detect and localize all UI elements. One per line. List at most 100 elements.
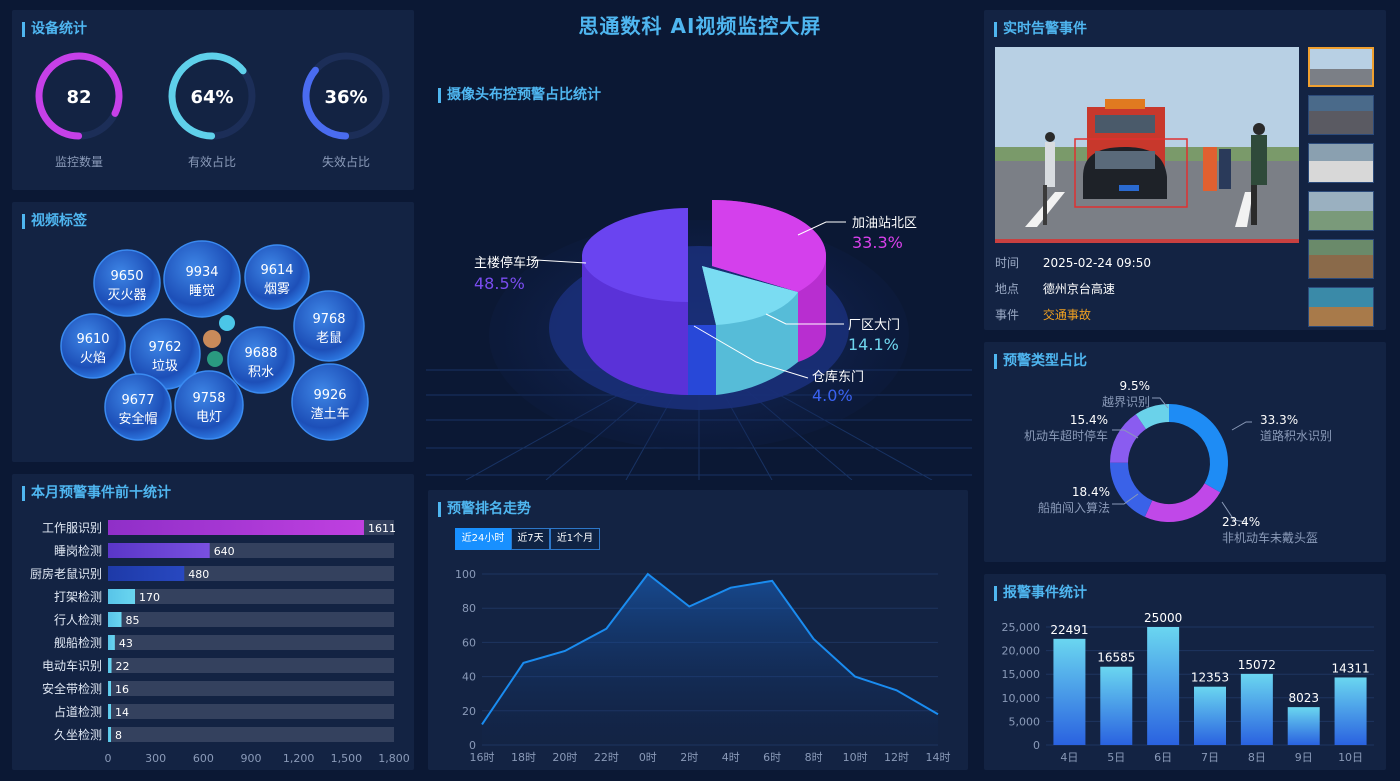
donut-name-park: 机动车超时停车	[1024, 428, 1108, 443]
donut-name-helmet: 非机动车未戴头盔	[1222, 530, 1318, 545]
tag-count: 9934	[185, 265, 218, 280]
x-tick-label: 600	[193, 752, 214, 765]
alert-thumb-5[interactable]	[1308, 239, 1374, 279]
report-stats-panel: 报警事件统计 0 5,000 10,000 15,000 20,000 25,000 224…	[984, 574, 1386, 770]
alert-location-key: 地点	[995, 282, 1020, 296]
bar-value-label: 8023	[1288, 691, 1319, 705]
donut-name-ship: 船舶闯入算法	[1038, 500, 1110, 515]
tag-bubble[interactable]	[244, 244, 310, 310]
realtime-alert-title: 实时告警事件	[994, 22, 1087, 37]
tab-7d[interactable]: 近7天	[511, 528, 550, 550]
bar-value-label: 14	[115, 706, 129, 719]
alert-thumb-1[interactable]	[1308, 47, 1374, 87]
alert-time-key: 时间	[995, 256, 1020, 270]
leader-gate	[765, 313, 844, 325]
x-tick-label: 8日	[1248, 751, 1266, 764]
bar-track	[108, 704, 394, 719]
tag-bubbles: 9650 灭火器 9934 睡觉 9614 烟雾 9768 老鼠 9610 火焰 9762 垃圾 968…	[60, 240, 369, 441]
alert-main-image[interactable]	[995, 47, 1299, 243]
alert-location-row: 地点 德州京台高速	[995, 280, 1115, 297]
tag-name: 电灯	[196, 410, 222, 425]
y-tick-label: 20	[462, 705, 476, 718]
alert-thumb-3[interactable]	[1308, 143, 1374, 183]
tag-count: 9926	[313, 388, 346, 403]
tag-bubble[interactable]	[60, 313, 126, 379]
alert-thumb-2[interactable]	[1308, 95, 1374, 135]
gauge-label: 有效占比	[188, 154, 236, 169]
tag-name: 睡觉	[189, 284, 215, 299]
x-tick-label: 22时	[594, 751, 619, 764]
deco-dot	[219, 315, 235, 331]
gauge-label: 监控数量	[55, 154, 103, 169]
x-tick-label: 6日	[1154, 751, 1172, 764]
donut-slice	[1110, 462, 1153, 517]
gauge-value: 64%	[190, 87, 233, 108]
tab-24h[interactable]: 近24小时	[455, 528, 511, 550]
x-tick-label: 1,200	[283, 752, 315, 765]
y-tick-label: 10,000	[1002, 692, 1041, 705]
bar	[1053, 638, 1086, 745]
donut-name-water: 道路积水识别	[1260, 428, 1332, 443]
leader-gas	[797, 221, 846, 236]
tag-name: 渣土车	[310, 406, 349, 422]
x-tick-label: 10时	[843, 751, 868, 764]
donut-value-boundary: 9.5%	[1120, 379, 1151, 393]
y-tick-label: 5,000	[1009, 715, 1041, 728]
tag-bubble[interactable]	[93, 249, 161, 317]
bar	[1147, 627, 1180, 745]
alert-location-value: 德州京台高速	[1042, 282, 1115, 296]
bar-category-label: 安全带检测	[42, 681, 102, 696]
donut-name-boundary: 越界识别	[1102, 395, 1150, 409]
bar	[108, 658, 112, 673]
alert-thumb-4[interactable]	[1308, 191, 1374, 231]
pie-label-main-value: 48.5%	[474, 274, 525, 293]
tag-bubble[interactable]	[104, 373, 172, 441]
bar-category-label: 久坐检测	[54, 727, 102, 742]
trend-area-chart: 0 20 40 60 80 100 16时 18时 20时 22时 0时 2时 4时 6时 8时 10时 12时…	[455, 568, 951, 764]
tab-1m[interactable]: 近1个月	[550, 528, 600, 550]
donut-value-helmet: 23.4%	[1222, 515, 1260, 529]
deco-dot	[203, 330, 221, 348]
bar-value-label: 640	[214, 545, 235, 558]
tag-count: 9762	[148, 340, 181, 355]
tag-bubble[interactable]	[227, 326, 295, 394]
camera-pie-chart: 加油站北区 33.3% 厂区大门 14.1% 仓库东门 4.0% 主楼停车场 4…	[426, 200, 972, 480]
tag-name: 灭火器	[107, 288, 146, 303]
x-tick-label: 14时	[926, 751, 951, 764]
x-tick-label: 5日	[1107, 751, 1125, 764]
pie-label-warehouse-name: 仓库东门	[812, 369, 864, 385]
bar-category-label: 工作服识别	[42, 521, 102, 535]
bar	[1100, 666, 1133, 745]
gauge-value: 36%	[324, 87, 367, 108]
y-tick-label: 40	[462, 671, 476, 684]
bar-track	[108, 681, 394, 696]
x-tick-label: 16时	[470, 751, 495, 764]
bar	[108, 520, 364, 535]
tag-count: 9758	[192, 391, 225, 406]
x-tick-label: 20时	[552, 751, 577, 764]
alert-types-title: 预警类型占比	[994, 354, 1087, 369]
pie-slice-gas-station-top	[712, 200, 826, 292]
gauge-value: 82	[66, 87, 91, 108]
tag-bubble[interactable]	[291, 363, 369, 441]
y-tick-label: 0	[469, 739, 476, 752]
bar-value-label: 12353	[1191, 671, 1229, 685]
tag-bubble[interactable]	[293, 290, 365, 362]
donut-slice	[1110, 414, 1147, 464]
alert-event-row: 事件 交通事故	[995, 306, 1091, 323]
alert-thumb-6[interactable]	[1308, 287, 1374, 327]
bar-track	[108, 727, 394, 742]
donut-slice	[1135, 404, 1170, 430]
leader-main	[535, 259, 587, 264]
tag-count: 9677	[121, 393, 154, 408]
tag-bubble[interactable]	[174, 370, 244, 440]
gauge-arc	[168, 52, 247, 140]
device-stats-title: 设备统计	[22, 22, 87, 37]
pie-label-warehouse-value: 4.0%	[812, 386, 853, 405]
tag-bubble[interactable]	[163, 240, 241, 318]
pie-3d	[582, 200, 826, 395]
bar-value-label: 1611	[368, 522, 396, 535]
x-tick-label: 10日	[1338, 751, 1363, 764]
donut-slice	[1144, 483, 1221, 522]
bar-track	[108, 658, 394, 673]
